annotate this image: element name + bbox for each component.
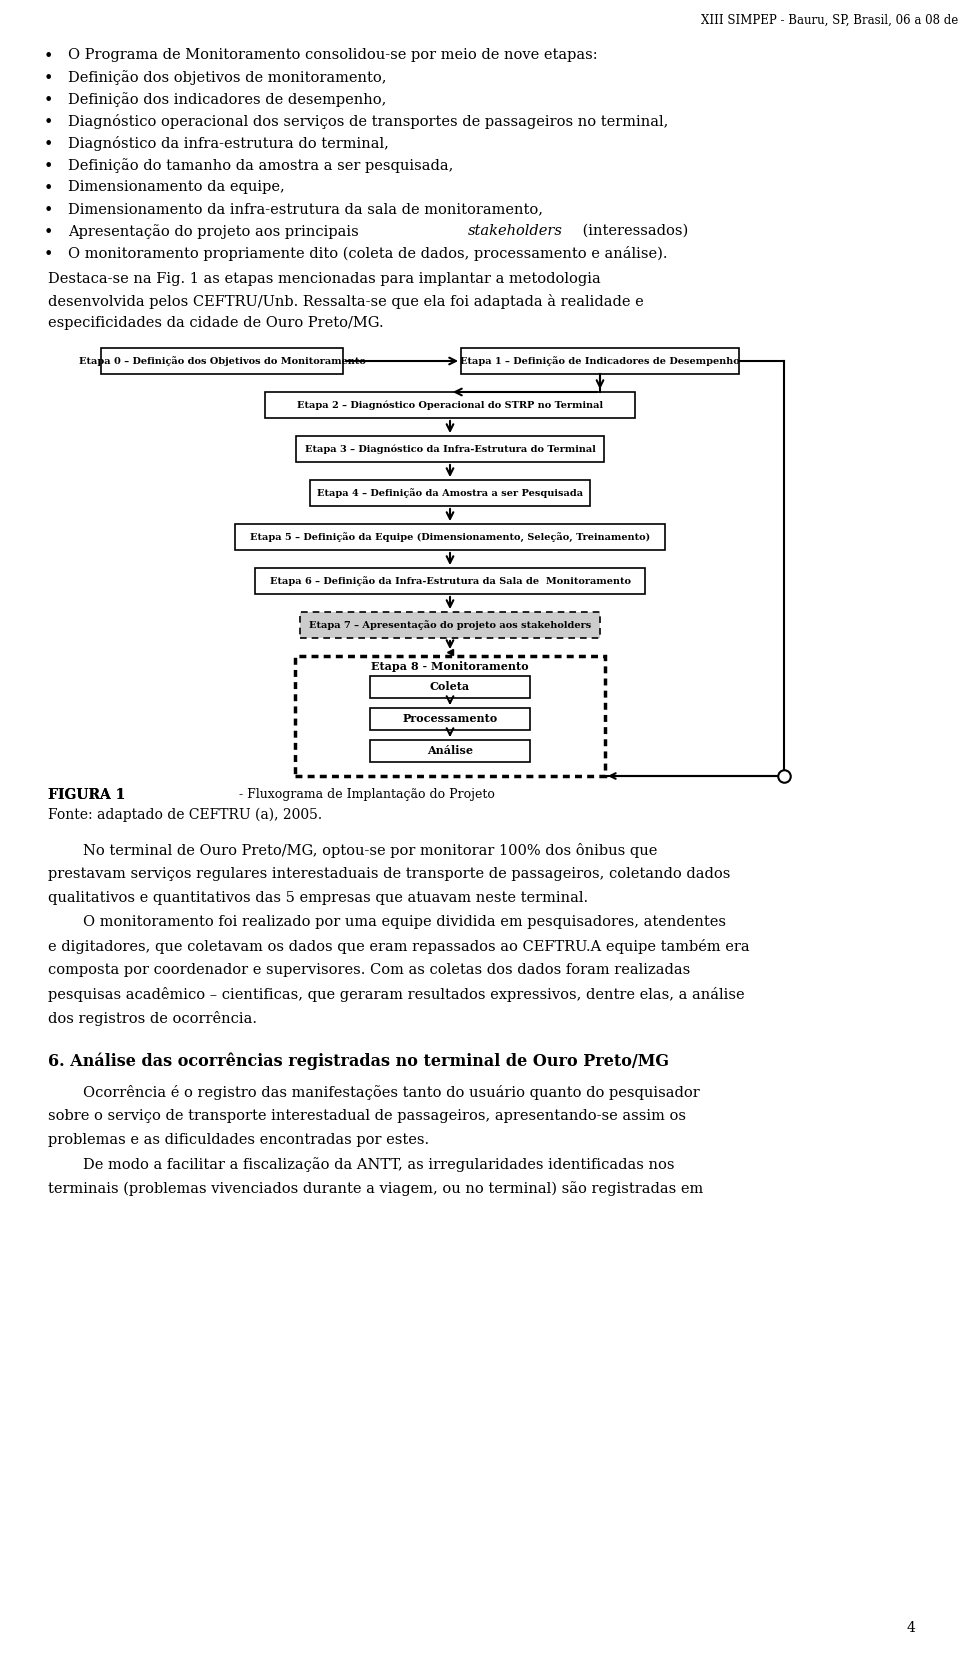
Text: Definição dos objetivos de monitoramento,: Definição dos objetivos de monitoramento… <box>68 69 387 84</box>
Text: 6. Análise das ocorrências registradas no terminal de Ouro Preto/MG: 6. Análise das ocorrências registradas n… <box>48 1053 669 1071</box>
Text: Diagnóstico operacional dos serviços de transportes de passageiros no terminal,: Diagnóstico operacional dos serviços de … <box>68 114 668 129</box>
Text: O Programa de Monitoramento consolidou-se por meio de nove etapas:: O Programa de Monitoramento consolidou-s… <box>68 48 598 63</box>
Text: Etapa 8 - Monitoramento: Etapa 8 - Monitoramento <box>372 661 529 673</box>
Text: Etapa 2 – Diagnóstico Operacional do STRP no Terminal: Etapa 2 – Diagnóstico Operacional do STR… <box>297 400 603 410</box>
Text: Dimensionamento da equipe,: Dimensionamento da equipe, <box>68 180 285 193</box>
Bar <box>370 707 530 731</box>
Text: composta por coordenador e supervisores. Com as coletas dos dados foram realizad: composta por coordenador e supervisores.… <box>48 964 690 977</box>
Text: De modo a facilitar a fiscalização da ANTT, as irregularidades identificadas nos: De modo a facilitar a fiscalização da AN… <box>83 1157 675 1172</box>
Text: Fonte: adaptado de CEFTRU (a), 2005.: Fonte: adaptado de CEFTRU (a), 2005. <box>48 808 323 823</box>
Text: •: • <box>43 180 53 197</box>
Text: O monitoramento foi realizado por uma equipe dividida em pesquisadores, atendent: O monitoramento foi realizado por uma eq… <box>83 916 726 929</box>
Text: (interessados): (interessados) <box>578 225 688 238</box>
Text: pesquisas acadêmico – cientificas, que geraram resultados expressivos, dentre el: pesquisas acadêmico – cientificas, que g… <box>48 987 745 1002</box>
Text: FIGURA 1: FIGURA 1 <box>48 788 126 802</box>
Text: Definição do tamanho da amostra a ser pesquisada,: Definição do tamanho da amostra a ser pe… <box>68 159 453 174</box>
Text: Diagnóstico da infra-estrutura do terminal,: Diagnóstico da infra-estrutura do termin… <box>68 136 389 150</box>
Text: No terminal de Ouro Preto/MG, optou-se por monitorar 100% dos ônibus que: No terminal de Ouro Preto/MG, optou-se p… <box>83 843 658 858</box>
Text: •: • <box>43 246 53 263</box>
Text: Etapa 1 – Definição de Indicadores de Desempenho: Etapa 1 – Definição de Indicadores de De… <box>460 355 740 365</box>
Text: •: • <box>43 48 53 64</box>
Text: Definição dos indicadores de desempenho,: Definição dos indicadores de desempenho, <box>68 93 386 107</box>
Text: •: • <box>43 93 53 109</box>
Text: Ocorrência é o registro das manifestações tanto do usuário quanto do pesquisador: Ocorrência é o registro das manifestaçõe… <box>83 1084 700 1099</box>
Text: FIGURA 1: FIGURA 1 <box>48 788 126 802</box>
Text: desenvolvida pelos CEFTRU/Unb. Ressalta-se que ela foi adaptada à realidade e: desenvolvida pelos CEFTRU/Unb. Ressalta-… <box>48 294 644 309</box>
Text: Etapa 0 – Definição dos Objetivos do Monitoramento: Etapa 0 – Definição dos Objetivos do Mon… <box>79 355 366 365</box>
Bar <box>295 656 605 775</box>
Text: Etapa 4 – Definição da Amostra a ser Pesquisada: Etapa 4 – Definição da Amostra a ser Pes… <box>317 488 583 498</box>
Bar <box>296 436 604 461</box>
Text: Processamento: Processamento <box>402 714 497 724</box>
Bar <box>265 392 635 418</box>
Text: especificidades da cidade de Ouro Preto/MG.: especificidades da cidade de Ouro Preto/… <box>48 316 384 331</box>
Bar <box>255 569 645 593</box>
Text: Coleta: Coleta <box>430 681 470 693</box>
Text: problemas e as dificuldades encontradas por estes.: problemas e as dificuldades encontradas … <box>48 1132 429 1147</box>
Text: Etapa 7 – Apresentação do projeto aos stakeholders: Etapa 7 – Apresentação do projeto aos st… <box>309 620 591 630</box>
Text: - Fluxograma de Implantação do Projeto: - Fluxograma de Implantação do Projeto <box>234 788 494 802</box>
Bar <box>461 349 739 374</box>
Text: Análise: Análise <box>427 746 473 757</box>
Bar <box>101 349 343 374</box>
Text: Dimensionamento da infra-estrutura da sala de monitoramento,: Dimensionamento da infra-estrutura da sa… <box>68 202 543 217</box>
Text: 4: 4 <box>906 1622 915 1635</box>
Text: Etapa 6 – Definição da Infra-Estrutura da Sala de  Monitoramento: Etapa 6 – Definição da Infra-Estrutura d… <box>270 575 631 585</box>
Text: Destaca-se na Fig. 1 as etapas mencionadas para implantar a metodologia: Destaca-se na Fig. 1 as etapas mencionad… <box>48 273 601 286</box>
Text: e digitadores, que coletavam os dados que eram repassados ao CEFTRU.A equipe tam: e digitadores, que coletavam os dados qu… <box>48 939 750 954</box>
Text: •: • <box>43 69 53 88</box>
Bar <box>300 612 600 638</box>
Text: sobre o serviço de transporte interestadual de passageiros, apresentando-se assi: sobre o serviço de transporte interestad… <box>48 1109 686 1122</box>
Text: Apresentação do projeto aos principais: Apresentação do projeto aos principais <box>68 225 364 240</box>
Text: XIII SIMPEP - Bauru, SP, Brasil, 06 a 08 de novembro de 2006: XIII SIMPEP - Bauru, SP, Brasil, 06 a 08… <box>701 13 960 26</box>
Text: Etapa 3 – Diagnóstico da Infra-Estrutura do Terminal: Etapa 3 – Diagnóstico da Infra-Estrutura… <box>304 445 595 455</box>
Text: prestavam serviços regulares interestaduais de transporte de passageiros, coleta: prestavam serviços regulares interestadu… <box>48 868 731 881</box>
Text: •: • <box>43 225 53 241</box>
Text: O monitoramento propriamente dito (coleta de dados, processamento e análise).: O monitoramento propriamente dito (colet… <box>68 246 667 261</box>
Bar <box>370 676 530 698</box>
Text: Etapa 5 – Definição da Equipe (Dimensionamento, Seleção, Treinamento): Etapa 5 – Definição da Equipe (Dimension… <box>250 532 650 542</box>
Text: •: • <box>43 202 53 218</box>
Bar <box>310 479 590 506</box>
Text: •: • <box>43 136 53 154</box>
Bar <box>370 741 530 762</box>
Text: qualitativos e quantitativos das 5 empresas que atuavam neste terminal.: qualitativos e quantitativos das 5 empre… <box>48 891 588 904</box>
Text: terminais (problemas vivenciados durante a viagem, ou no terminal) são registrad: terminais (problemas vivenciados durante… <box>48 1180 704 1195</box>
Text: stakeholders: stakeholders <box>468 225 563 238</box>
Bar <box>235 524 665 550</box>
Text: dos registros de ocorrência.: dos registros de ocorrência. <box>48 1012 257 1027</box>
Text: •: • <box>43 159 53 175</box>
Text: •: • <box>43 114 53 131</box>
